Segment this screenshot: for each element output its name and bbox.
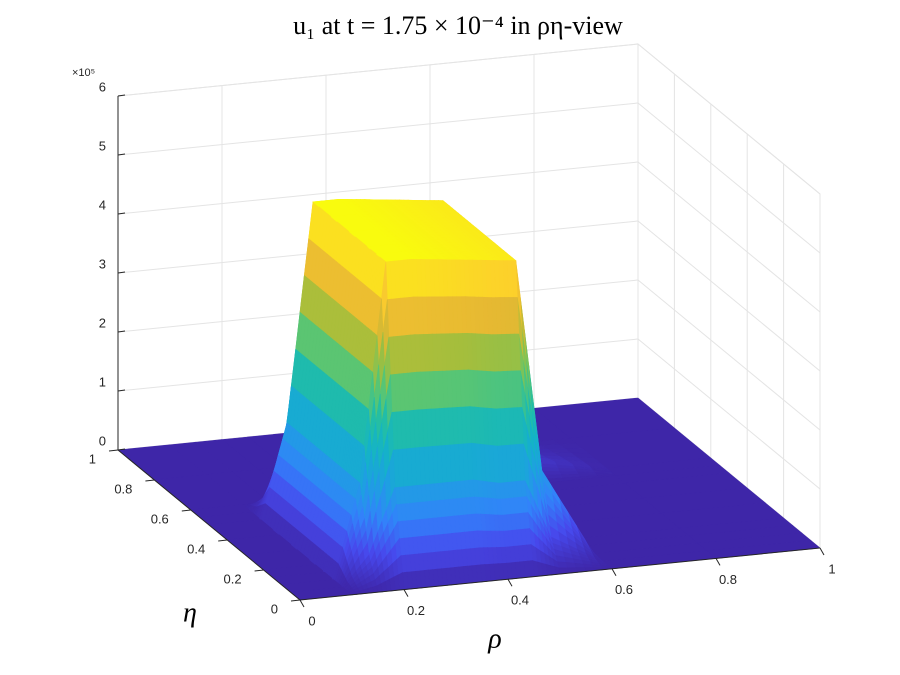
z-tick [117,271,126,274]
z-multiplier: ×10⁵ [72,67,95,79]
y-axis-label: η [183,597,197,628]
y-tick [290,599,301,602]
x-tick [299,599,305,608]
x-tick [819,547,825,556]
x-axis [299,547,821,601]
y-tick-label: 1 [89,451,96,466]
z-tick [117,448,126,451]
y-tick-label: 0 [271,601,278,616]
x-tick-label: 0.6 [615,582,633,597]
y-tick-label: 0.8 [114,481,132,496]
grid-line [637,220,821,372]
z-tick-label: 0 [99,433,106,448]
z-tick [117,212,126,215]
x-tick [611,568,617,577]
z-tick-label: 6 [99,79,106,94]
x-axis-label: ρ [487,623,501,654]
z-tick-label: 3 [99,256,106,271]
grid-line [117,43,639,97]
grid-line [637,43,821,195]
y-tick [145,479,155,482]
z-tick [117,153,126,156]
x-tick-label: 0.2 [407,603,425,618]
z-tick [117,389,126,392]
y-tick-label: 0.6 [151,511,169,526]
z-tick-label: 1 [99,374,106,389]
surface [117,198,821,601]
chart-title: u₁ at t = 1.75 × 10⁻⁴ in ρη-view [293,11,623,40]
y-axis [117,449,301,601]
grid-line [637,161,821,313]
surface-patch [540,466,560,472]
y-tick-label: 0.2 [224,571,242,586]
y-tick [181,509,191,512]
grid-line [637,338,821,490]
z-tick [117,94,126,97]
grid-line [117,161,639,215]
x-tick-label: 0 [308,613,315,628]
x-tick [507,578,513,587]
x-tick [715,558,721,566]
x-tick-label: 0.4 [511,593,529,608]
x-tick-label: 0.8 [719,572,737,587]
z-tick-label: 4 [99,197,106,212]
grid-line [117,102,639,156]
y-tick [218,539,228,542]
z-tick-label: 2 [99,315,106,330]
y-tick [108,449,119,452]
y-tick-label: 0.4 [187,541,205,556]
x-tick [403,589,409,597]
z-tick-label: 5 [99,138,106,153]
x-tick-label: 1 [828,561,835,576]
z-tick [117,330,126,333]
grid-line [637,102,821,254]
y-tick [254,569,264,572]
grid-line [637,279,821,431]
